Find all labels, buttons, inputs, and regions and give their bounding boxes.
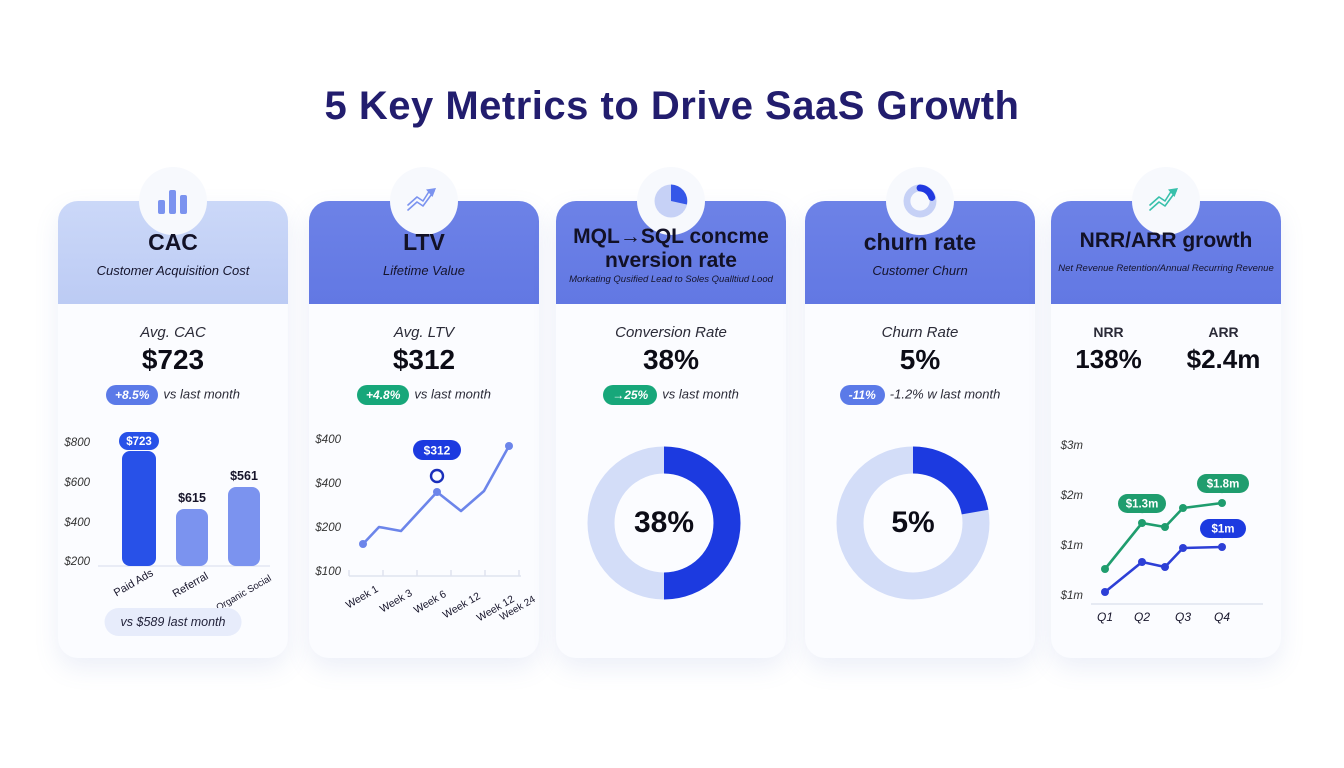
svg-text:$800: $800 [63,437,90,449]
svg-text:$723: $723 [126,436,152,448]
svg-text:Q3: Q3 [1175,610,1191,624]
svg-text:$312: $312 [424,444,451,458]
svg-text:$100: $100 [314,566,341,578]
svg-text:$615: $615 [178,491,206,505]
svg-text:$200: $200 [314,522,341,534]
svg-text:$400: $400 [314,478,341,490]
svg-text:$400: $400 [314,434,341,446]
svg-text:38%: 38% [634,506,694,539]
svg-text:Week 1: Week 1 [344,583,381,611]
svg-text:$1.3m: $1.3m [1126,499,1159,511]
svg-text:Paid Ads: Paid Ads [112,567,156,599]
svg-text:$1.8m: $1.8m [1207,479,1240,491]
svg-text:Q2: Q2 [1134,610,1150,624]
svg-text:Week 3: Week 3 [378,587,415,615]
svg-text:$2m: $2m [1060,490,1084,502]
svg-text:Q4: Q4 [1214,610,1230,624]
svg-text:Referral: Referral [171,570,211,600]
svg-text:5%: 5% [891,506,934,539]
svg-text:$3m: $3m [1060,440,1084,452]
svg-text:$561: $561 [230,469,258,483]
svg-text:Q1: Q1 [1097,610,1113,624]
svg-text:$400: $400 [63,517,90,529]
svg-text:$1m: $1m [1060,540,1084,552]
svg-text:$600: $600 [63,477,90,489]
svg-text:$1m: $1m [1060,590,1084,602]
svg-text:$1m: $1m [1211,524,1234,536]
svg-text:$200: $200 [63,556,90,568]
